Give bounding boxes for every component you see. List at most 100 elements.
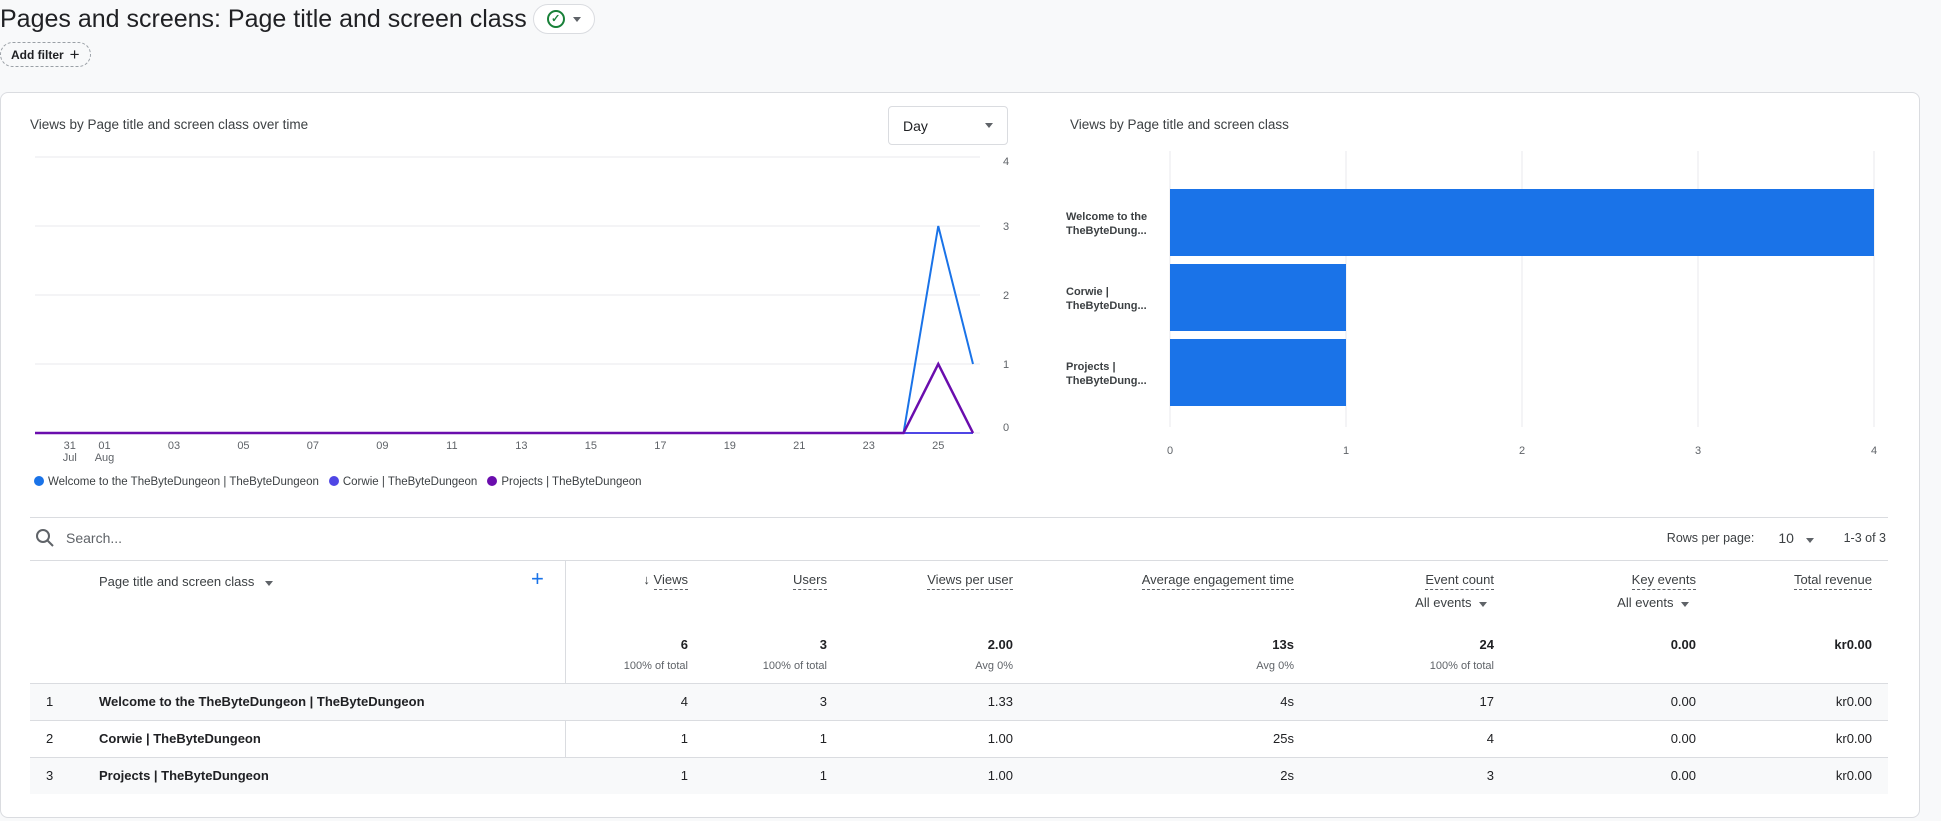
divider xyxy=(30,560,1888,561)
x-tick-label: 13 xyxy=(515,440,527,452)
caret-down-icon xyxy=(572,16,581,22)
y-tick-label: 1 xyxy=(1003,359,1009,371)
x-tick-label: 2 xyxy=(1519,445,1525,457)
dimension-header-label: Page title and screen class xyxy=(99,574,255,589)
series-line-projects xyxy=(35,361,975,435)
legend-label: Corwie | TheByteDungeon xyxy=(342,476,478,488)
bar-chart: 0 1 2 3 4 Welcome to the TheByteDung... Corwie … xyxy=(1066,151,1877,457)
x-tick-label: 19 xyxy=(724,440,736,452)
series-line-welcome xyxy=(35,225,974,434)
legend-item-projects[interactable]: Projects | TheByteDungeon xyxy=(487,476,642,488)
column-header[interactable]: Key events All events xyxy=(1617,572,1696,610)
column-header[interactable]: Total revenue xyxy=(1793,572,1872,590)
x-tick-sublabel: Aug xyxy=(95,452,115,464)
y-tick-label: 0 xyxy=(1003,422,1009,434)
comparison-status-chip[interactable]: ✓ xyxy=(532,4,595,34)
add-filter-label: Add filter xyxy=(11,47,64,62)
rows-per-page-value: 10 xyxy=(1778,530,1794,546)
granularity-dropdown[interactable]: Day xyxy=(888,106,1008,145)
caret-down-icon xyxy=(265,581,274,586)
category-label: Projects | xyxy=(1066,361,1116,373)
x-tick-label: 07 xyxy=(307,440,319,452)
row-cell: 0.00 xyxy=(1670,694,1696,709)
table-row[interactable]: 3 Projects | TheByteDungeon 1 1 1.00 2s 3 0.00 k… xyxy=(30,757,1888,794)
x-tick-label: 21 xyxy=(793,440,805,452)
row-page-title[interactable]: Corwie | TheByteDungeon xyxy=(99,731,261,746)
row-cell: 4 xyxy=(1486,731,1494,746)
column-total: 0.00 xyxy=(1670,637,1696,652)
x-tick-label: 09 xyxy=(376,440,388,452)
divider xyxy=(30,517,1888,518)
row-cell: 0.00 xyxy=(1670,768,1696,783)
category-label: TheByteDung... xyxy=(1066,225,1147,237)
row-cell: kr0.00 xyxy=(1835,694,1872,709)
y-tick-label: 2 xyxy=(1003,290,1009,302)
add-filter-button[interactable]: Add filter + xyxy=(0,42,91,67)
column-header-label: Event count xyxy=(1425,572,1494,590)
row-index: 2 xyxy=(46,731,54,746)
bar xyxy=(1170,339,1346,406)
row-page-title[interactable]: Welcome to the TheByteDungeon | TheByteD… xyxy=(99,694,425,709)
row-cell: 1 xyxy=(819,768,827,783)
rows-per-page-select[interactable]: 10 xyxy=(1778,530,1814,546)
y-tick-label: 4 xyxy=(1003,156,1009,168)
legend-item-welcome[interactable]: Welcome to the TheByteDungeon | TheByteD… xyxy=(34,476,319,488)
page-range: 1-3 of 3 xyxy=(1843,531,1886,545)
legend-dot-icon xyxy=(487,476,498,486)
pagination: Rows per page: 10 1-3 of 3 xyxy=(1667,530,1886,546)
legend-dot-icon xyxy=(34,476,44,486)
column-header[interactable]: Views per user xyxy=(927,572,1013,590)
caret-down-icon xyxy=(1478,602,1487,607)
column-header[interactable]: Average engagement time xyxy=(1141,572,1294,590)
column-total: 13s xyxy=(1272,637,1294,652)
table-search[interactable]: Search... xyxy=(34,527,122,549)
x-tick-label: 17 xyxy=(654,440,666,452)
add-dimension-plus-icon[interactable]: + xyxy=(531,566,544,591)
row-cell: 1.33 xyxy=(987,694,1013,709)
table-row[interactable]: 1 Welcome to the TheByteDungeon | TheByte… xyxy=(30,683,1888,720)
row-cell: 1.00 xyxy=(987,768,1013,783)
y-tick-label: 3 xyxy=(1003,221,1009,233)
column-header-label: Total revenue xyxy=(1793,572,1872,590)
row-cell: kr0.00 xyxy=(1835,731,1872,746)
x-tick-label: 31 xyxy=(64,440,76,452)
table-row[interactable]: 2 Corwie | TheByteDungeon 1 1 1.00 25s 4 0.00 kr… xyxy=(30,720,1888,757)
caret-down-icon xyxy=(985,123,993,128)
page-title: Pages and screens: Page title and screen… xyxy=(0,4,527,33)
column-total-sub: Avg 0% xyxy=(975,660,1013,672)
column-header[interactable]: ↓ Views xyxy=(643,572,688,590)
x-tick-sublabel: Jul xyxy=(63,452,77,464)
column-header[interactable]: Users xyxy=(793,572,827,590)
row-cell: 1 xyxy=(680,768,688,783)
row-cell: 17 xyxy=(1479,694,1494,709)
event-filter-dropdown[interactable]: All events xyxy=(1415,595,1494,610)
check-circle-icon: ✓ xyxy=(546,10,565,28)
event-filter-dropdown[interactable]: All events xyxy=(1617,595,1696,610)
legend-item-corwie[interactable]: Corwie | TheByteDungeon xyxy=(328,476,478,488)
x-tick-label: 4 xyxy=(1871,445,1877,457)
legend-dot-icon xyxy=(328,476,339,486)
row-cell: 1 xyxy=(680,731,688,746)
plus-icon: + xyxy=(69,44,80,64)
granularity-value: Day xyxy=(903,117,928,134)
row-index: 1 xyxy=(46,694,54,709)
row-page-title[interactable]: Projects | TheByteDungeon xyxy=(99,768,269,783)
category-label: TheByteDung... xyxy=(1066,300,1147,312)
column-header-label: Views xyxy=(653,572,688,590)
row-cell: 4 xyxy=(680,694,688,709)
page-header: Pages and screens: Page title and screen… xyxy=(0,4,595,34)
legend-label: Welcome to the TheByteDungeon | TheByteD… xyxy=(48,476,319,488)
bar xyxy=(1170,189,1874,256)
column-total: 3 xyxy=(819,637,827,652)
column-total: kr0.00 xyxy=(1834,637,1872,652)
caret-down-icon xyxy=(1680,602,1689,607)
sort-arrow-down-icon: ↓ xyxy=(643,572,654,587)
dimension-header[interactable]: Page title and screen class xyxy=(99,574,274,589)
row-cell: 0.00 xyxy=(1670,731,1696,746)
column-header[interactable]: Event count All events xyxy=(1415,572,1494,610)
bar-chart-title: Views by Page title and screen class xyxy=(1070,117,1289,132)
line-chart-legend: Welcome to the TheByteDungeon | TheByteD… xyxy=(34,476,642,488)
bar xyxy=(1170,264,1346,331)
search-input[interactable]: Search... xyxy=(66,530,123,546)
row-cell: 1.00 xyxy=(987,731,1013,746)
